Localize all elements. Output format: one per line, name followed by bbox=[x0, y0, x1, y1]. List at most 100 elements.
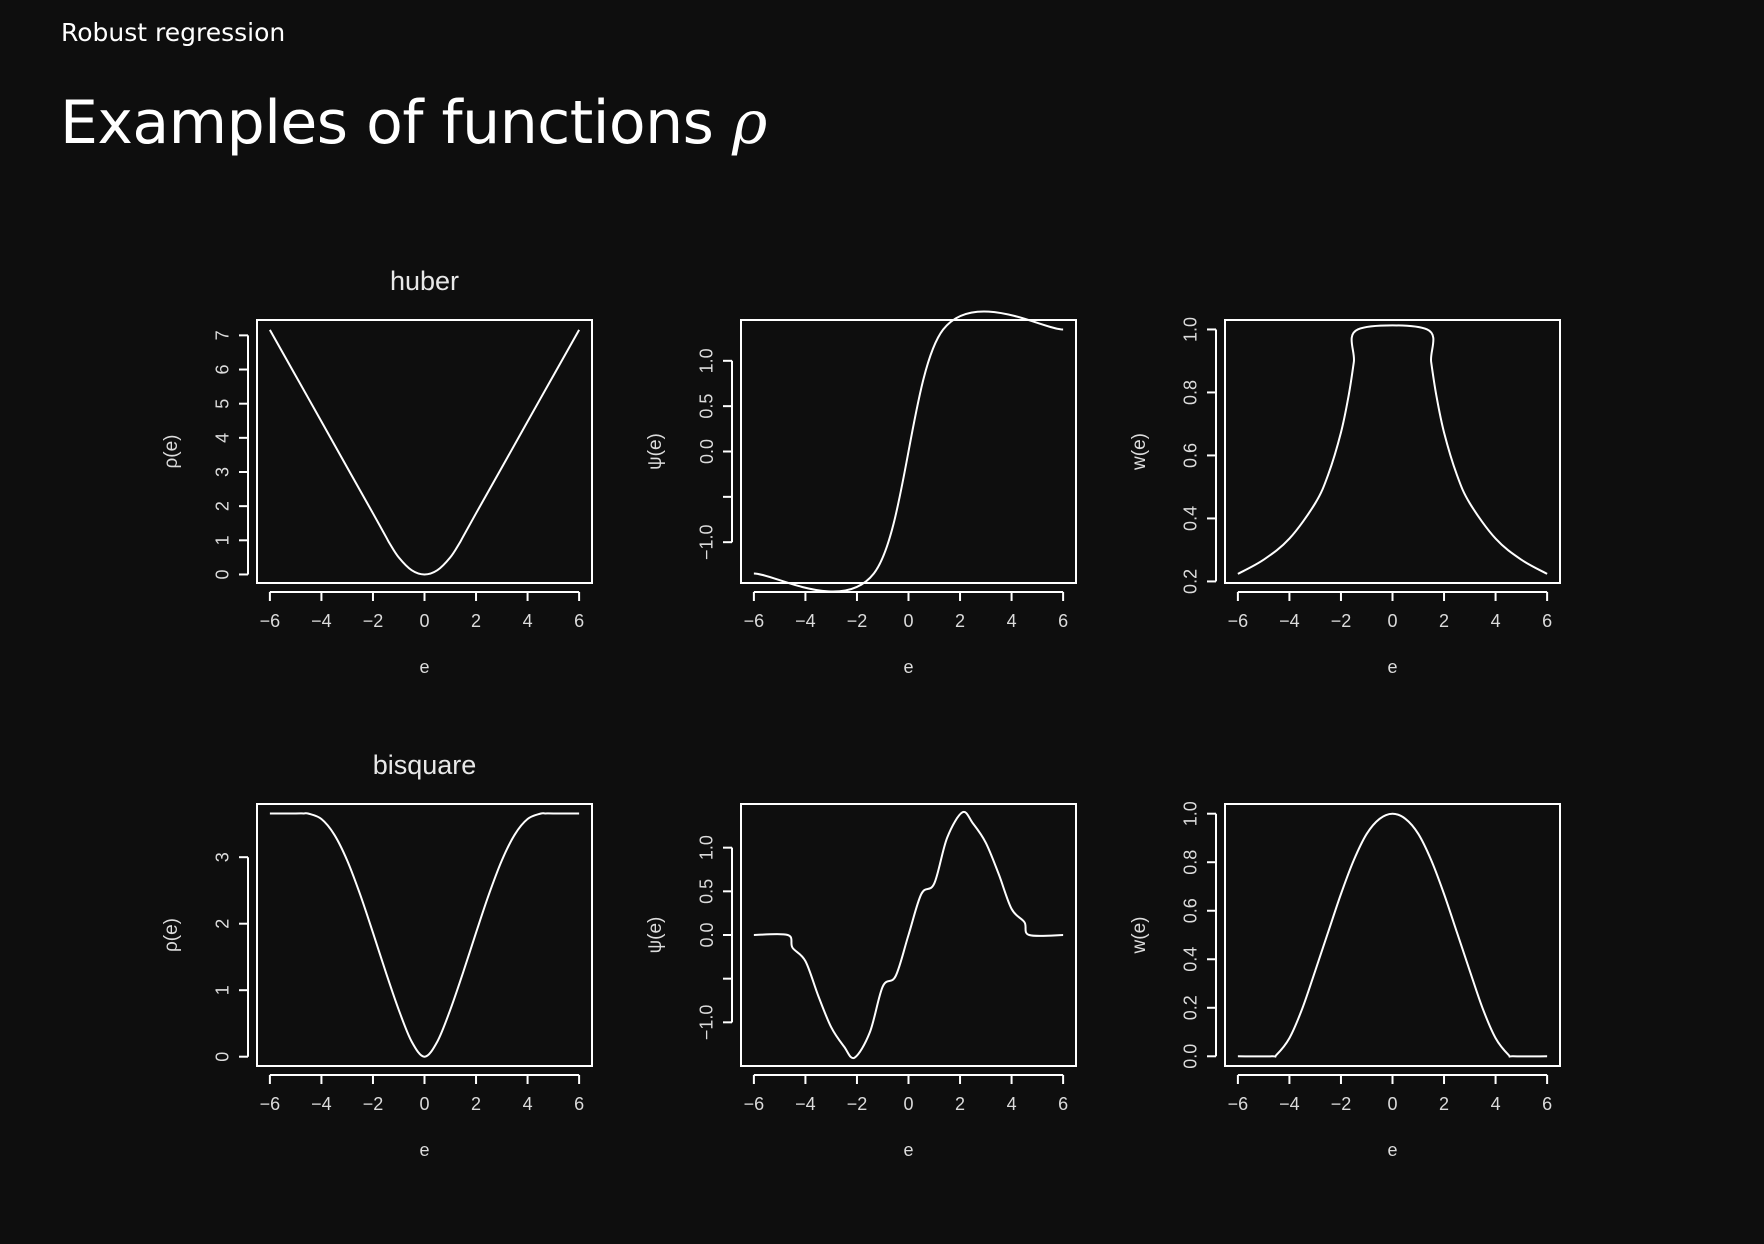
x-tick-label: 2 bbox=[955, 1094, 965, 1114]
x-tick-label: 0 bbox=[903, 611, 913, 631]
x-axis-label: e bbox=[903, 1140, 913, 1160]
y-tick-label: 2 bbox=[213, 919, 233, 929]
y-tick-label: 0.6 bbox=[1181, 898, 1201, 923]
y-axis-label: ψ(e) bbox=[645, 917, 666, 954]
y-tick-label: 1.0 bbox=[697, 348, 717, 373]
y-tick-label: 0.0 bbox=[697, 922, 717, 947]
y-tick-label: 3 bbox=[213, 467, 233, 477]
y-tick-label: −1.0 bbox=[697, 1005, 717, 1041]
x-tick-label: 4 bbox=[523, 1094, 533, 1114]
x-tick-label: −4 bbox=[311, 611, 332, 631]
x-tick-label: 0 bbox=[1387, 611, 1397, 631]
plot-frame bbox=[256, 803, 593, 1067]
x-tick-label: −6 bbox=[744, 1094, 765, 1114]
x-axis-label: e bbox=[1387, 1140, 1397, 1160]
slide-title: Examples of functions ρ bbox=[60, 88, 767, 158]
y-tick-label: 0.6 bbox=[1181, 443, 1201, 468]
y-axis-label: w(e) bbox=[1129, 917, 1150, 955]
y-tick-label: 1.0 bbox=[1181, 317, 1201, 342]
y-tick-label: 1 bbox=[213, 985, 233, 995]
x-tick-label: −2 bbox=[847, 1094, 868, 1114]
y-tick-label: 0.0 bbox=[697, 439, 717, 464]
x-tick-label: 0 bbox=[903, 1094, 913, 1114]
x-tick-label: −2 bbox=[847, 611, 868, 631]
y-tick-label: 0.2 bbox=[1181, 995, 1201, 1020]
y-tick-label: 0.5 bbox=[697, 394, 717, 419]
chart-panel-2: −6 −4 −2 0 2 4 6 e −1.0 0.0 0.5 1.0 ψ(e) bbox=[645, 310, 1077, 677]
section-label: Robust regression bbox=[61, 18, 286, 47]
series-line bbox=[269, 329, 580, 576]
y-tick-label: 6 bbox=[213, 365, 233, 375]
chart-title: bisquare bbox=[373, 750, 477, 780]
y-tick-label: 1.0 bbox=[1181, 801, 1201, 826]
y-tick-label: 5 bbox=[213, 399, 233, 409]
x-tick-label: −4 bbox=[795, 611, 816, 631]
x-tick-label: −2 bbox=[1331, 611, 1352, 631]
x-tick-label: −6 bbox=[260, 1094, 281, 1114]
x-tick-label: −4 bbox=[1279, 1094, 1300, 1114]
x-tick-label: 4 bbox=[1491, 1094, 1501, 1114]
x-tick-label: 6 bbox=[574, 1094, 584, 1114]
chart-panel-1: huber −6 −4 −2 0 2 4 6 e 0 1 2 3 4 5 6 7 ρ(e) bbox=[161, 266, 593, 677]
y-tick-label: 0.4 bbox=[1181, 947, 1201, 972]
x-tick-label: 2 bbox=[1439, 611, 1449, 631]
x-tick-label: −6 bbox=[1228, 611, 1249, 631]
x-tick-label: 6 bbox=[1542, 611, 1552, 631]
x-tick-label: 0 bbox=[419, 611, 429, 631]
y-tick-label: 0.4 bbox=[1181, 506, 1201, 531]
x-tick-label: −4 bbox=[311, 1094, 332, 1114]
x-tick-label: −2 bbox=[363, 611, 384, 631]
x-tick-label: −6 bbox=[744, 611, 765, 631]
x-tick-label: 2 bbox=[471, 1094, 481, 1114]
x-tick-label: −4 bbox=[1279, 611, 1300, 631]
x-tick-label: −2 bbox=[363, 1094, 384, 1114]
y-tick-label: 0.0 bbox=[1181, 1044, 1201, 1069]
y-axis-label: w(e) bbox=[1129, 433, 1150, 471]
series-line bbox=[1237, 812, 1548, 1058]
series-line bbox=[753, 810, 1064, 1060]
y-tick-label: 0 bbox=[213, 1052, 233, 1062]
x-tick-label: −6 bbox=[260, 611, 281, 631]
y-axis-label: ρ(e) bbox=[161, 918, 182, 952]
x-tick-label: −2 bbox=[1331, 1094, 1352, 1114]
x-tick-label: 6 bbox=[1058, 1094, 1068, 1114]
series-line bbox=[1237, 324, 1548, 575]
y-tick-label: 0.5 bbox=[697, 879, 717, 904]
x-tick-label: 4 bbox=[523, 611, 533, 631]
x-axis-label: e bbox=[903, 657, 913, 677]
y-tick-label: 0.8 bbox=[1181, 850, 1201, 875]
y-tick-label: 7 bbox=[213, 330, 233, 340]
plot-frame bbox=[740, 319, 1077, 584]
slide-title-text: Examples of functions bbox=[60, 88, 732, 158]
x-tick-label: 4 bbox=[1491, 611, 1501, 631]
y-tick-label: 0.2 bbox=[1181, 569, 1201, 594]
series-line bbox=[269, 812, 580, 1058]
x-tick-label: 6 bbox=[574, 611, 584, 631]
plot-frame bbox=[740, 803, 1077, 1067]
x-tick-label: −6 bbox=[1228, 1094, 1249, 1114]
x-tick-label: 4 bbox=[1007, 1094, 1017, 1114]
x-axis-label: e bbox=[419, 657, 429, 677]
chart-panel-3: −6 −4 −2 0 2 4 6 e 0.2 0.4 0.6 0.8 1.0 w(e) bbox=[1129, 317, 1561, 677]
chart-panel-4: bisquare −6 −4 −2 0 2 4 6 e 0 1 2 3 ρ(e) bbox=[161, 750, 593, 1160]
x-tick-label: 6 bbox=[1542, 1094, 1552, 1114]
y-tick-label: 0 bbox=[213, 569, 233, 579]
y-axis-label: ρ(e) bbox=[161, 434, 182, 468]
y-tick-label: 1 bbox=[213, 535, 233, 545]
slide-title-symbol: ρ bbox=[731, 88, 767, 158]
chart-panel-5: −6 −4 −2 0 2 4 6 e −1.0 0.0 0.5 1.0 ψ(e) bbox=[645, 803, 1077, 1160]
x-tick-label: 2 bbox=[955, 611, 965, 631]
series-line bbox=[753, 310, 1064, 593]
y-tick-label: 0.8 bbox=[1181, 380, 1201, 405]
plot-frame bbox=[1224, 319, 1561, 584]
plot-frame bbox=[1224, 803, 1561, 1067]
x-tick-label: 2 bbox=[471, 611, 481, 631]
y-axis-label: ψ(e) bbox=[645, 433, 666, 470]
y-tick-label: 2 bbox=[213, 501, 233, 511]
x-axis-label: e bbox=[419, 1140, 429, 1160]
x-tick-label: −4 bbox=[795, 1094, 816, 1114]
x-tick-label: 0 bbox=[419, 1094, 429, 1114]
y-tick-label: 3 bbox=[213, 852, 233, 862]
y-tick-label: −1.0 bbox=[697, 524, 717, 560]
